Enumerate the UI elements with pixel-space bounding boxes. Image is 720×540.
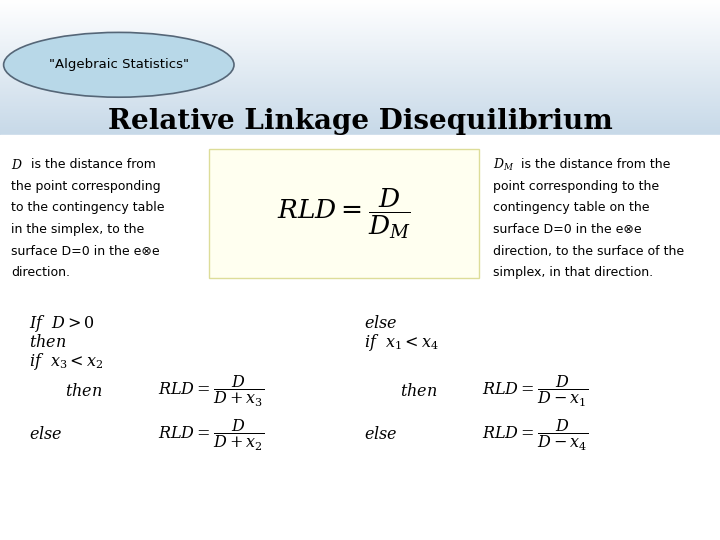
Text: to the contingency table: to the contingency table — [11, 201, 164, 214]
Text: is the distance from: is the distance from — [27, 158, 156, 171]
Text: simplex, in that direction.: simplex, in that direction. — [493, 266, 653, 279]
Text: $then$: $then$ — [29, 334, 66, 352]
Text: $if\ \ x_3 < x_2$: $if\ \ x_3 < x_2$ — [29, 352, 103, 372]
Text: surface D=0 in the e⊗e: surface D=0 in the e⊗e — [493, 223, 642, 236]
Text: contingency table on the: contingency table on the — [493, 201, 649, 214]
Text: $RLD = \dfrac{D}{D - x_4}$: $RLD = \dfrac{D}{D - x_4}$ — [482, 417, 588, 453]
Text: $D_M$: $D_M$ — [493, 157, 515, 173]
Text: $then$: $then$ — [400, 383, 437, 400]
Text: $RLD = \dfrac{D}{D + x_2}$: $RLD = \dfrac{D}{D + x_2}$ — [158, 417, 264, 453]
Text: point corresponding to the: point corresponding to the — [493, 180, 660, 193]
Text: $RLD = \dfrac{D}{D + x_3}$: $RLD = \dfrac{D}{D + x_3}$ — [158, 374, 264, 409]
Text: the point corresponding: the point corresponding — [11, 180, 161, 193]
Text: $then$: $then$ — [65, 383, 102, 400]
Text: direction.: direction. — [11, 266, 70, 279]
Text: is the distance from the: is the distance from the — [521, 158, 670, 171]
Text: $else$: $else$ — [364, 426, 397, 443]
Text: direction, to the surface of the: direction, to the surface of the — [493, 245, 684, 258]
Text: $RLD = \dfrac{D}{D_M}$: $RLD = \dfrac{D}{D_M}$ — [277, 186, 410, 240]
Text: in the simplex, to the: in the simplex, to the — [11, 223, 144, 236]
Text: $else$: $else$ — [29, 426, 63, 443]
Text: $else$: $else$ — [364, 315, 397, 333]
FancyBboxPatch shape — [209, 148, 479, 278]
Text: $D$: $D$ — [11, 158, 23, 172]
Text: $If\ \ D>0$: $If\ \ D>0$ — [29, 314, 95, 334]
Text: surface D=0 in the e⊗e: surface D=0 in the e⊗e — [11, 245, 159, 258]
Bar — [0, 135, 720, 540]
Text: $RLD = \dfrac{D}{D - x_1}$: $RLD = \dfrac{D}{D - x_1}$ — [482, 374, 588, 409]
Text: Relative Linkage Disequilibrium: Relative Linkage Disequilibrium — [107, 108, 613, 135]
Ellipse shape — [4, 32, 234, 97]
Text: "Algebraic Statistics": "Algebraic Statistics" — [49, 58, 189, 71]
Text: $if\ \ x_1 < x_4$: $if\ \ x_1 < x_4$ — [364, 333, 438, 353]
